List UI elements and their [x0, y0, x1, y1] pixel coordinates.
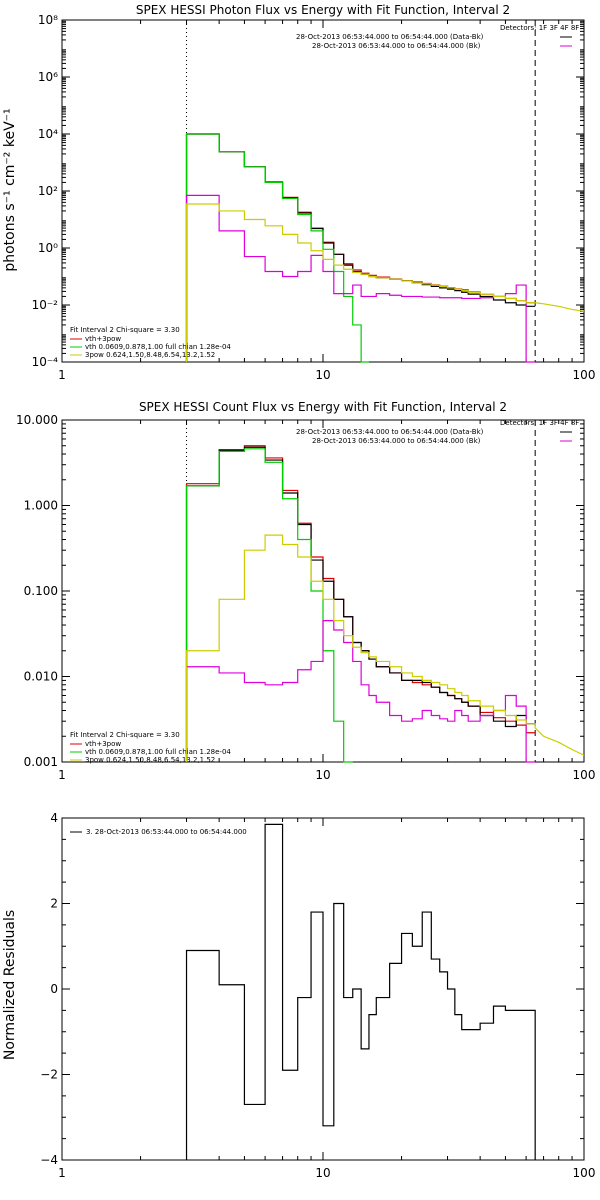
legend-top: 28-Oct-2013 06:53:44.000 to 06:54:44.000…: [296, 33, 572, 50]
y-tick-label: −2: [40, 1068, 58, 1082]
series-line-3: [185, 194, 536, 363]
legend-fit-header: Fit Interval 2 Chi-square = 3.30: [70, 731, 180, 739]
y-tick-label: 4: [50, 811, 58, 825]
y-tick-label: 0.001: [24, 755, 58, 769]
legend: 3. 28-Oct-2013 06:53:44.000 to 06:54:44.…: [70, 828, 247, 836]
series-line-0: [185, 823, 536, 1160]
residuals-panel: Normalized Residuals 3. 28-Oct-2013 06:5…: [2, 811, 595, 1180]
y-tick-label: 0.100: [24, 584, 58, 598]
y-axis-label: photons s⁻¹ cm⁻² keV⁻¹: [2, 108, 18, 271]
y-tick-label: 10⁻²: [32, 298, 59, 312]
legend-entry-3pow: 3pow 0.624,1.50,8.48,6.54,13.2,1.52: [85, 351, 215, 359]
legend-entry-vth: vth 0.0609,0.878,1.00 full chian 1.28e-0…: [85, 748, 231, 756]
y-tick-label: 1.000: [24, 499, 58, 513]
x-tick-label: 1: [58, 1166, 66, 1180]
y-tick-label: 10²: [38, 184, 58, 198]
x-tick-label: 1: [58, 768, 66, 782]
y-tick-label: 10⁴: [38, 127, 58, 141]
series-line-4: [185, 203, 585, 362]
x-tick-label: 1: [58, 368, 66, 382]
x-tick-label: 10: [315, 368, 330, 382]
x-tick-label: 100: [573, 368, 596, 382]
legend-top: 28-Oct-2013 06:53:44.000 to 06:54:44.000…: [296, 428, 572, 445]
legend-entry-vth-3pow: vth+3pow: [85, 335, 121, 343]
legend-detectors-header: Detectors: 1F 3F 4F 8F: [500, 419, 579, 427]
series-line-2: [185, 133, 369, 363]
y-tick-label: 2: [50, 897, 58, 911]
series-line-4: [185, 534, 585, 762]
x-tick-label: 10: [315, 1166, 330, 1180]
legend-entry-vth: vth 0.0609,0.878,1.00 full chian 1.28e-0…: [85, 343, 231, 351]
y-axis-label: Normalized Residuals: [2, 910, 18, 1060]
y-tick-label: 10⁶: [38, 70, 58, 84]
legend-entry-vth-3pow: vth+3pow: [85, 740, 121, 748]
legend-entry-bk: 28-Oct-2013 06:53:44.000 to 06:54:44.000…: [312, 437, 481, 445]
count-flux-panel: SPEX HESSI Count Flux vs Energy with Fit…: [16, 400, 595, 782]
y-tick-label: 10⁰: [38, 241, 58, 255]
series-line-1: [185, 446, 536, 762]
legend-detectors-header: Detectors: 1F 3F 4F 8F: [500, 24, 579, 32]
y-tick-label: 10.000: [16, 413, 58, 427]
y-tick-label: 0.010: [24, 670, 58, 684]
x-tick-label: 10: [315, 768, 330, 782]
y-tick-label: 10⁸: [38, 13, 58, 27]
x-tick-label: 100: [573, 768, 596, 782]
photon-flux-panel: SPEX HESSI Photon Flux vs Energy with Fi…: [2, 3, 595, 382]
legend-fit-header: Fit Interval 2 Chi-square = 3.30: [70, 326, 180, 334]
y-tick-label: 10⁻⁴: [32, 355, 59, 369]
x-tick-label: 100: [573, 1166, 596, 1180]
chart-title: SPEX HESSI Count Flux vs Energy with Fit…: [139, 400, 507, 414]
legend-bottom: Fit Interval 2 Chi-square = 3.30 vth+3po…: [70, 731, 231, 764]
legend-entry-residuals: 3. 28-Oct-2013 06:53:44.000 to 06:54:44.…: [86, 828, 247, 836]
legend-entry-data-bk: 28-Oct-2013 06:53:44.000 to 06:54:44.000…: [296, 428, 484, 436]
legend-entry-3pow: 3pow 0.624,1.50,8.48,6.54,13.2,1.52: [85, 756, 215, 764]
legend-entry-data-bk: 28-Oct-2013 06:53:44.000 to 06:54:44.000…: [296, 33, 484, 41]
chart-title: SPEX HESSI Photon Flux vs Energy with Fi…: [136, 3, 510, 17]
series-line-3: [185, 620, 536, 763]
legend-entry-bk: 28-Oct-2013 06:53:44.000 to 06:54:44.000…: [312, 42, 481, 50]
series-line-2: [185, 448, 353, 763]
legend-bottom: Fit Interval 2 Chi-square = 3.30 vth+3po…: [70, 326, 231, 359]
y-tick-label: −4: [40, 1153, 58, 1167]
y-tick-label: 0: [50, 982, 58, 996]
